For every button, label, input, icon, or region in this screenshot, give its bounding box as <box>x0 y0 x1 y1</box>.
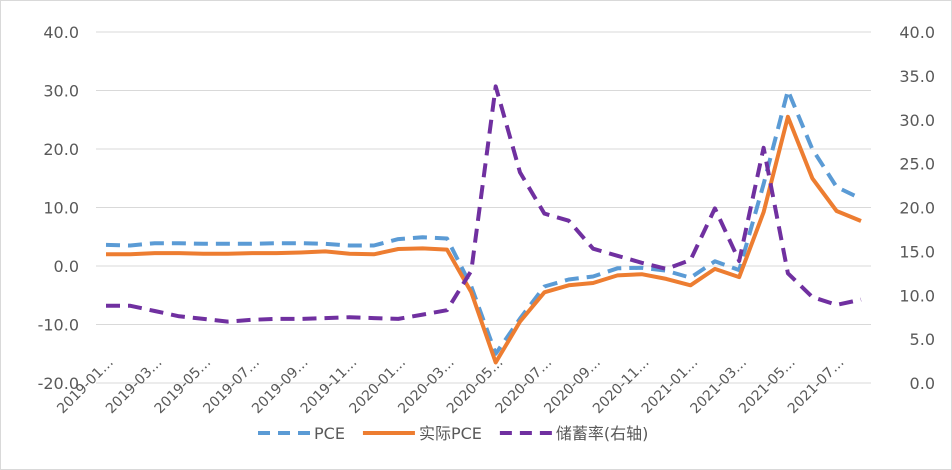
x-axis-ticks: 2019-01…2019-03…2019-05…2019-07…2019-09…… <box>54 355 847 418</box>
series-lines <box>105 84 862 365</box>
legend-label-1: 实际PCE <box>419 424 482 443</box>
right-tick-label: 0.0 <box>910 374 935 393</box>
right-tick-label: 20.0 <box>899 199 935 218</box>
right-tick-label: 40.0 <box>899 23 935 42</box>
series-line-2 <box>106 84 862 324</box>
legend: PCE 实际PCE 储蓄率(右轴) <box>258 424 648 443</box>
left-tick-label: 40.0 <box>43 23 79 42</box>
right-tick-label: 10.0 <box>899 286 935 305</box>
right-tick-label: 35.0 <box>899 67 935 86</box>
series-line-1 <box>106 114 862 365</box>
series-line-0 <box>105 88 862 356</box>
left-axis-ticks: -20.0 -10.0 0.0 10.0 20.0 30.0 40.0 <box>38 23 79 393</box>
left-tick-label: 30.0 <box>43 82 79 101</box>
right-tick-label: 15.0 <box>899 242 935 261</box>
legend-label-2: 储蓄率(右轴) <box>556 424 649 443</box>
left-tick-label: 20.0 <box>43 140 79 159</box>
right-tick-label: 5.0 <box>910 330 935 349</box>
left-tick-label: 10.0 <box>43 199 79 218</box>
left-tick-label: 0.0 <box>54 257 79 276</box>
right-tick-label: 30.0 <box>899 111 935 130</box>
gridlines <box>96 31 871 384</box>
right-tick-label: 25.0 <box>899 155 935 174</box>
right-axis-ticks: 0.0 5.0 10.0 15.0 20.0 25.0 30.0 35.0 40.0 <box>899 23 935 393</box>
legend-label-0: PCE <box>314 424 345 443</box>
left-tick-label: -20.0 <box>38 374 79 393</box>
left-tick-label: -10.0 <box>38 316 79 335</box>
